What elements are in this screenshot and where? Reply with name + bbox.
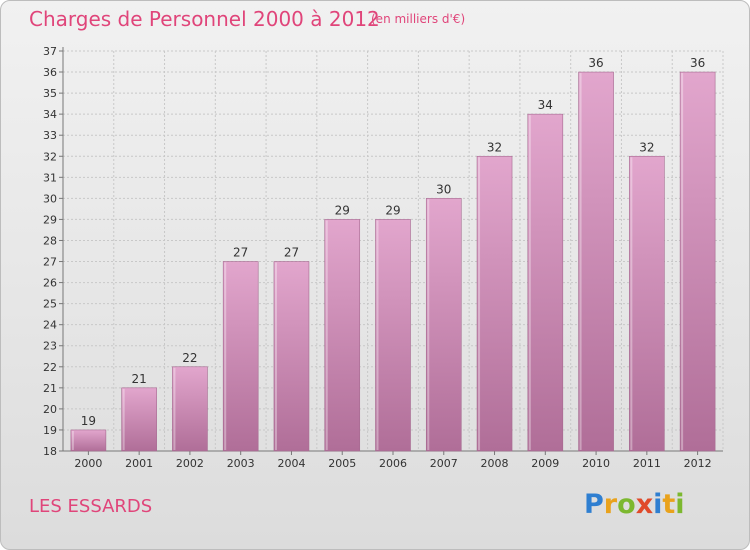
bar-highlight [274, 262, 277, 450]
logo-letter: x [635, 489, 654, 520]
bar-highlight [224, 262, 227, 450]
data-label: 19 [81, 414, 96, 428]
bar [70, 429, 107, 452]
bar-highlight [630, 157, 633, 450]
y-tick-label: 25 [43, 298, 57, 311]
y-tick-label: 22 [43, 361, 57, 374]
logo-letter: i [675, 489, 685, 520]
logo-letter: r [603, 489, 618, 520]
y-tick-label: 31 [43, 171, 57, 184]
bar-highlight [376, 220, 379, 450]
bar [476, 155, 513, 452]
bar-highlight [478, 157, 481, 450]
y-tick-label: 24 [43, 319, 57, 332]
x-tick-label: 2009 [531, 457, 559, 470]
x-tick-label: 2004 [277, 457, 305, 470]
data-label: 32 [487, 140, 502, 154]
data-label: 29 [335, 203, 350, 217]
data-label: 32 [639, 140, 654, 154]
y-tick-label: 32 [43, 150, 57, 163]
bar [578, 71, 614, 452]
data-label: 27 [233, 246, 248, 260]
bar-highlight [71, 430, 74, 450]
y-tick-label: 26 [43, 277, 57, 290]
y-tick-label: 33 [43, 129, 57, 142]
data-label: 34 [538, 98, 553, 112]
data-label: 30 [436, 182, 451, 196]
x-tick-label: 2005 [328, 457, 356, 470]
logo-letter: i [653, 489, 663, 520]
bar-highlight [579, 73, 582, 450]
bar [324, 219, 361, 452]
bar-highlight [528, 115, 531, 450]
x-tick-label: 2000 [74, 457, 102, 470]
logo-letter: o [617, 489, 636, 520]
data-label: 21 [132, 372, 147, 386]
y-tick-label: 37 [43, 45, 57, 58]
bar [375, 219, 411, 452]
bar [222, 261, 259, 452]
x-tick-label: 2012 [684, 457, 712, 470]
y-tick-label: 35 [43, 87, 57, 100]
bar-highlight [681, 73, 684, 450]
chart-subtitle: (en milliers d'€) [371, 12, 466, 26]
y-tick-label: 36 [43, 66, 57, 79]
bar-highlight [173, 367, 176, 450]
y-tick-label: 28 [43, 234, 57, 247]
commune-name: LES ESSARDS [29, 496, 153, 517]
x-tick-label: 2003 [227, 457, 255, 470]
chart-title: Charges de Personnel 2000 à 2012 [29, 7, 380, 31]
data-label: 22 [182, 351, 197, 365]
bar [172, 366, 208, 452]
bar [425, 198, 462, 452]
data-label: 36 [588, 56, 603, 70]
x-tick-label: 2006 [379, 457, 407, 470]
x-tick-label: 2007 [430, 457, 458, 470]
y-tick-label: 23 [43, 340, 57, 353]
y-tick-label: 29 [43, 213, 57, 226]
bar [121, 387, 157, 452]
y-tick-label: 21 [43, 382, 57, 395]
logo-letter: t [662, 489, 676, 520]
bar-highlight [427, 199, 430, 450]
data-label: 29 [385, 203, 400, 217]
y-tick-label: 18 [43, 445, 57, 458]
x-tick-label: 2001 [125, 457, 153, 470]
x-tick-label: 2010 [582, 457, 610, 470]
y-tick-label: 27 [43, 256, 57, 269]
data-label: 27 [284, 246, 299, 260]
y-tick-label: 20 [43, 403, 57, 416]
data-label: 36 [690, 56, 705, 70]
y-tick-label: 30 [43, 192, 57, 205]
bar-highlight [325, 220, 328, 450]
x-tick-label: 2011 [633, 457, 661, 470]
bar [679, 71, 716, 452]
bar-highlight [122, 388, 125, 450]
x-tick-label: 2008 [481, 457, 509, 470]
y-tick-label: 34 [43, 108, 57, 121]
y-tick-label: 19 [43, 424, 57, 437]
bar [527, 113, 564, 452]
x-tick-label: 2002 [176, 457, 204, 470]
proxiti-logo: Proxiti [584, 489, 685, 520]
bar [273, 261, 310, 452]
logo-letter: P [584, 489, 604, 520]
bar [629, 155, 665, 452]
